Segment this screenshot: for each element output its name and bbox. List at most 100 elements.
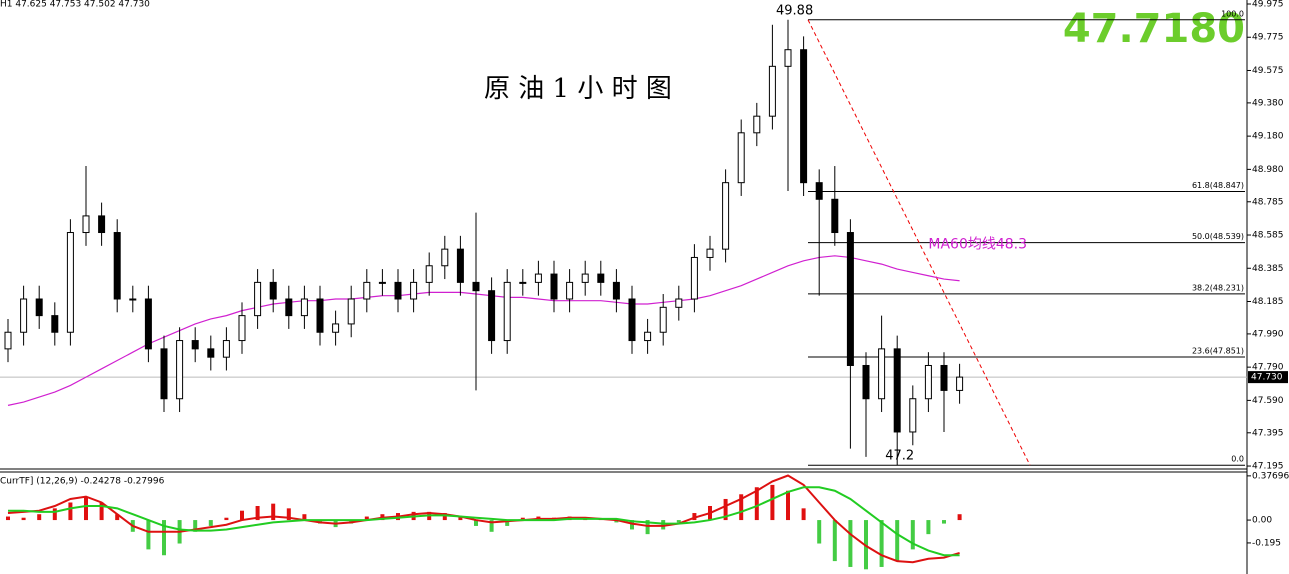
- y-tick-label: 47.990: [1252, 329, 1284, 339]
- macd-bar: [817, 520, 822, 544]
- y-tick-label: 49.180: [1252, 132, 1284, 142]
- candle-body: [940, 364, 948, 391]
- macd-bar: [52, 508, 57, 521]
- y-tick-label: 49.975: [1252, 0, 1284, 10]
- macd-bar: [193, 520, 198, 532]
- fib-label: 61.8(48.847): [1192, 181, 1244, 190]
- fib-label: 100.0: [1221, 9, 1244, 18]
- y-tick-label: 48.185: [1252, 297, 1284, 307]
- candle-body: [675, 298, 683, 308]
- macd-bar: [614, 520, 619, 523]
- last-price-box: [1248, 371, 1288, 384]
- last-price-label: 47.730: [1251, 373, 1283, 383]
- macd-bar: [271, 503, 276, 521]
- candle-body: [82, 215, 90, 234]
- y-tick-label: 47.590: [1252, 396, 1284, 406]
- macd-bar: [848, 520, 853, 567]
- candle-body: [753, 115, 761, 134]
- y-tick-label: 47.195: [1252, 462, 1284, 472]
- macd-bar: [489, 520, 494, 532]
- macd-bar: [37, 514, 42, 521]
- macd-bar: [676, 520, 681, 523]
- y-tick-label: 0.37696: [1252, 471, 1289, 481]
- candle-body: [222, 340, 230, 358]
- candle-body: [238, 315, 246, 342]
- macd-bar: [84, 496, 88, 521]
- y-tick-label: 0.00: [1252, 516, 1272, 526]
- candle-body: [35, 298, 43, 317]
- candle-body: [51, 315, 59, 333]
- candle-body: [488, 290, 496, 342]
- candle-body: [4, 331, 12, 350]
- macd-bar: [224, 517, 229, 521]
- candle-body: [956, 376, 964, 391]
- candle-body: [612, 281, 620, 300]
- candle-body: [441, 248, 449, 267]
- macd-bar: [146, 520, 151, 550]
- annotation: 47.2: [885, 449, 914, 464]
- candle-body: [347, 298, 355, 325]
- macd-bar: [739, 494, 744, 521]
- macd-bar: [661, 520, 666, 530]
- fib-label: 23.6(47.851): [1192, 347, 1244, 356]
- candle-body: [378, 281, 386, 284]
- candle-body: [285, 298, 293, 317]
- macd-bar: [832, 520, 837, 562]
- macd-bar: [99, 502, 104, 521]
- candle-body: [113, 232, 121, 300]
- candle-body: [66, 232, 74, 333]
- macd-bar: [442, 513, 447, 521]
- candle-body: [846, 232, 854, 366]
- candle-body: [831, 198, 839, 234]
- candle-body: [519, 281, 527, 284]
- y-tick-label: 49.775: [1252, 33, 1284, 43]
- y-tick-label: 47.790: [1252, 363, 1284, 373]
- macd-bar: [505, 520, 510, 526]
- ma-line: [7, 255, 960, 406]
- candle-body: [425, 265, 433, 283]
- y-tick-label: 48.980: [1252, 165, 1284, 175]
- macd-bar: [630, 520, 634, 530]
- candle-body: [503, 281, 511, 342]
- fib-label: 50.0(48.539): [1192, 232, 1244, 241]
- candle-body: [581, 273, 589, 283]
- macd-bar: [957, 514, 962, 521]
- candle-body: [254, 281, 262, 317]
- fib-label: 38.2(48.231): [1192, 283, 1244, 292]
- candle-body: [472, 281, 480, 292]
- macd-bar: [520, 517, 525, 521]
- y-tick-label: -0.195: [1252, 538, 1281, 548]
- macd-line: [8, 486, 960, 557]
- macd-bar: [801, 508, 806, 521]
- candle-body: [176, 340, 184, 400]
- macd-bar: [723, 498, 728, 521]
- candle-body: [909, 398, 917, 433]
- chart-title: 原 油 1 小 时 图: [484, 74, 672, 104]
- candle-body: [862, 364, 870, 400]
- candle-body: [784, 49, 792, 67]
- candle-body: [456, 248, 464, 283]
- trend-line: [807, 19, 1031, 466]
- macd-bar: [255, 506, 260, 521]
- candle-body: [566, 281, 574, 300]
- candle-body: [722, 182, 730, 250]
- candle-body: [815, 182, 823, 200]
- candle-body: [597, 273, 605, 283]
- candle-body: [300, 298, 308, 317]
- macd-bar: [115, 514, 120, 521]
- candle-body: [269, 281, 277, 300]
- macd-bar: [786, 490, 790, 521]
- candle-body: [191, 340, 199, 350]
- y-tick-label: 49.575: [1252, 66, 1284, 76]
- macd-bar: [474, 520, 478, 526]
- candle-body: [363, 281, 371, 300]
- macd-bar: [68, 502, 73, 521]
- candle-body: [534, 273, 542, 283]
- candle-body: [144, 298, 152, 350]
- candle-body: [207, 348, 215, 358]
- macd-bar: [895, 520, 900, 562]
- candle-body: [737, 132, 745, 184]
- macd-line: [7, 474, 960, 564]
